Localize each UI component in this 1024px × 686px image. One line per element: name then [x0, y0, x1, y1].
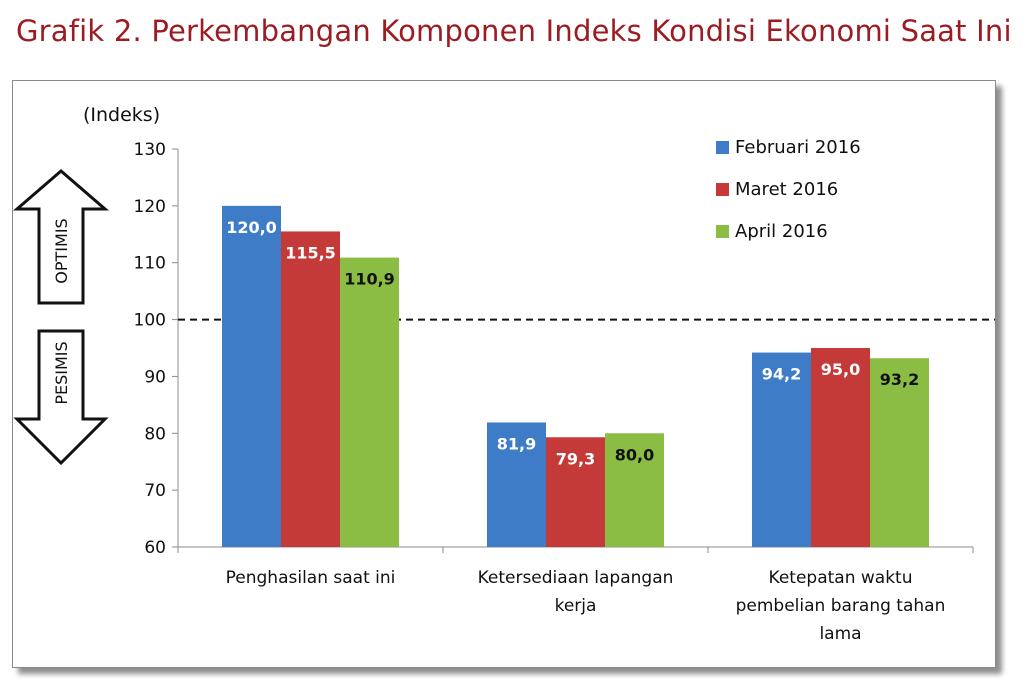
category-labels: Penghasilan saat ini Ketersediaan lapanga… — [226, 568, 946, 644]
up-arrow-shape — [12, 169, 110, 305]
bar — [605, 433, 664, 547]
category-label: kerja — [555, 596, 597, 616]
sentiment-arrows: OPTIMIS PESIMIS — [12, 169, 110, 466]
down-arrow-shape — [13, 329, 109, 466]
category-label: pembelian barang tahan — [736, 596, 946, 616]
bar — [487, 422, 546, 547]
optimis-label: OPTIMIS — [52, 218, 71, 283]
data-label: 120,0 — [226, 218, 277, 237]
category-label: lama — [819, 624, 861, 644]
bar-chart: OPTIMIS PESIMIS (Indeks) 60 70 80 90 100 110 120… — [12, 104, 995, 644]
data-label: 94,2 — [762, 365, 801, 384]
y-tick-label: 120 — [134, 197, 166, 217]
pesimis-arrow: PESIMIS — [13, 329, 109, 466]
category-label: Ketersediaan lapangan — [478, 568, 674, 588]
bar — [281, 231, 340, 547]
y-tick-label: 110 — [134, 254, 166, 274]
y-tick-label: 80 — [144, 424, 166, 444]
chart-title: Grafik 2. Perkembangan Komponen Indeks K… — [16, 14, 1012, 48]
category-label: Penghasilan saat ini — [226, 568, 396, 588]
legend: Februari 2016 Maret 2016 April 2016 — [716, 137, 861, 242]
chart-frame: OPTIMIS PESIMIS (Indeks) 60 70 80 90 100 110 120… — [12, 80, 996, 668]
data-label: 95,0 — [821, 360, 860, 379]
category-label: Ketepatan waktu — [769, 568, 913, 588]
bar — [811, 348, 870, 547]
data-label: 93,2 — [880, 370, 919, 389]
legend-swatch — [716, 183, 729, 196]
bar — [222, 205, 281, 547]
y-tick-label: 60 — [144, 538, 166, 558]
data-label: 110,9 — [344, 270, 395, 289]
y-tick-label: 90 — [144, 367, 166, 387]
data-label: 80,0 — [615, 445, 654, 464]
legend-label: Februari 2016 — [735, 137, 861, 158]
bar — [546, 437, 605, 547]
legend-swatch — [716, 141, 729, 154]
bar — [870, 358, 929, 547]
optimis-arrow: OPTIMIS — [12, 169, 110, 305]
legend-label: Maret 2016 — [735, 179, 838, 200]
legend-label: April 2016 — [735, 221, 828, 242]
y-axis-label: (Indeks) — [83, 104, 160, 126]
pesimis-label: PESIMIS — [52, 341, 71, 404]
bar — [340, 257, 399, 547]
y-tick-label: 70 — [144, 481, 166, 501]
data-label: 81,9 — [497, 434, 536, 453]
bar — [752, 352, 811, 547]
bars: 120,0 115,5 110,9 81,9 79,3 80,0 94,2 95,0 93,2 — [222, 205, 929, 547]
legend-swatch — [716, 225, 729, 238]
y-tick-label: 130 — [134, 140, 166, 160]
data-label: 79,3 — [556, 449, 595, 468]
data-label: 115,5 — [285, 243, 336, 262]
y-tick-label: 100 — [134, 311, 166, 331]
